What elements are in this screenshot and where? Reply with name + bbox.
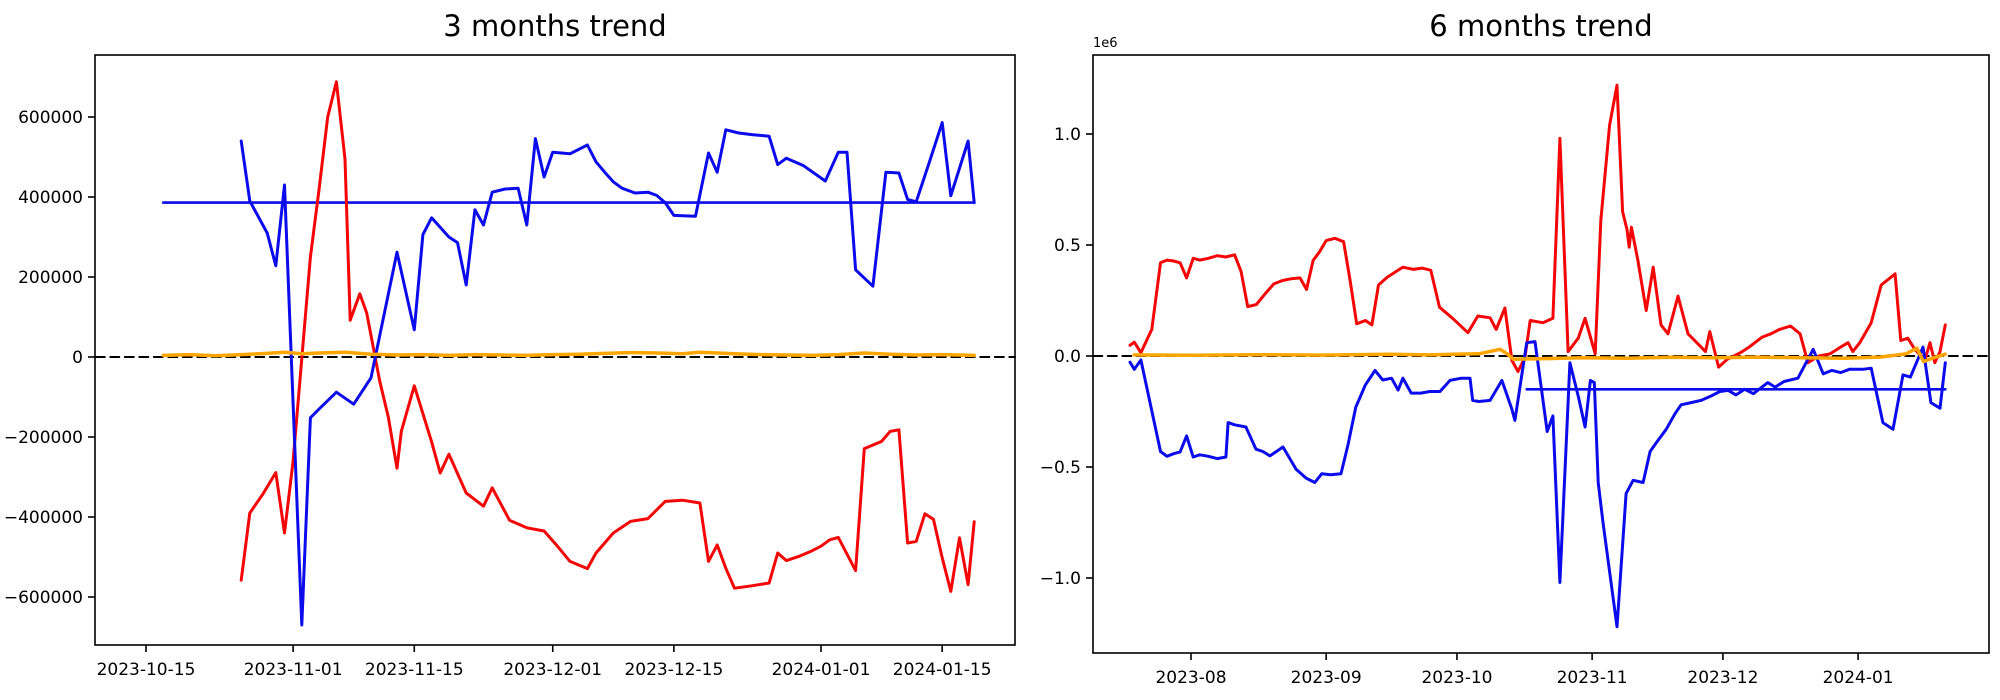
x-tick-label: 2023-10 <box>1421 668 1492 688</box>
y-tick-label: −200000 <box>4 428 83 448</box>
axes-frame <box>94 54 1016 646</box>
six-months-chart: 6 months trend 1e6 1.0 0.5 0.0 −0.5 −1.0 2023… <box>1040 9 1990 688</box>
y-tick-label: 0.0 <box>1054 347 1081 367</box>
orange-line <box>161 350 976 358</box>
y-tick-label: −600000 <box>4 588 83 608</box>
y-tick-label: 600000 <box>18 108 83 128</box>
y-tick-label: 400000 <box>18 188 83 208</box>
left-chart-title: 3 months trend <box>443 9 666 43</box>
y-tick-label: 200000 <box>18 268 83 288</box>
x-tick-label: 2023-11-01 <box>244 660 343 680</box>
right-chart-title: 6 months trend <box>1429 9 1652 43</box>
three-months-chart: 3 months trend 600000 400000 200000 0 −20000… <box>4 9 1016 680</box>
x-tick-label: 2024-01-15 <box>893 660 992 680</box>
x-tick-label: 2023-09 <box>1291 668 1362 688</box>
y-tick-label: −1.0 <box>1040 569 1081 589</box>
x-tick-label: 2023-11-15 <box>365 660 464 680</box>
y-tick-label: 0.5 <box>1054 236 1081 256</box>
x-tick-label: 2023-08 <box>1155 668 1226 688</box>
red-line <box>239 80 976 593</box>
y-tick-label: −400000 <box>4 508 83 528</box>
orange-line <box>1132 346 1948 364</box>
y-axis-offset-label: 1e6 <box>1093 36 1118 51</box>
blue-line <box>239 121 976 627</box>
axes-frame <box>1092 54 1990 654</box>
x-tick-label: 2023-12-01 <box>503 660 602 680</box>
blue-line <box>1128 340 1947 629</box>
x-tick-label: 2023-11 <box>1557 668 1628 688</box>
y-tick-label: −0.5 <box>1040 458 1081 478</box>
y-tick-label: 1.0 <box>1054 125 1081 145</box>
x-tick-label: 2023-12-15 <box>624 660 723 680</box>
y-tick-label: 0 <box>72 348 83 368</box>
x-tick-label: 2024-01 <box>1823 668 1894 688</box>
x-tick-label: 2024-01-01 <box>772 660 871 680</box>
red-line <box>1128 83 1947 373</box>
x-tick-label: 2023-12 <box>1687 668 1758 688</box>
x-tick-label: 2023-10-15 <box>97 660 196 680</box>
